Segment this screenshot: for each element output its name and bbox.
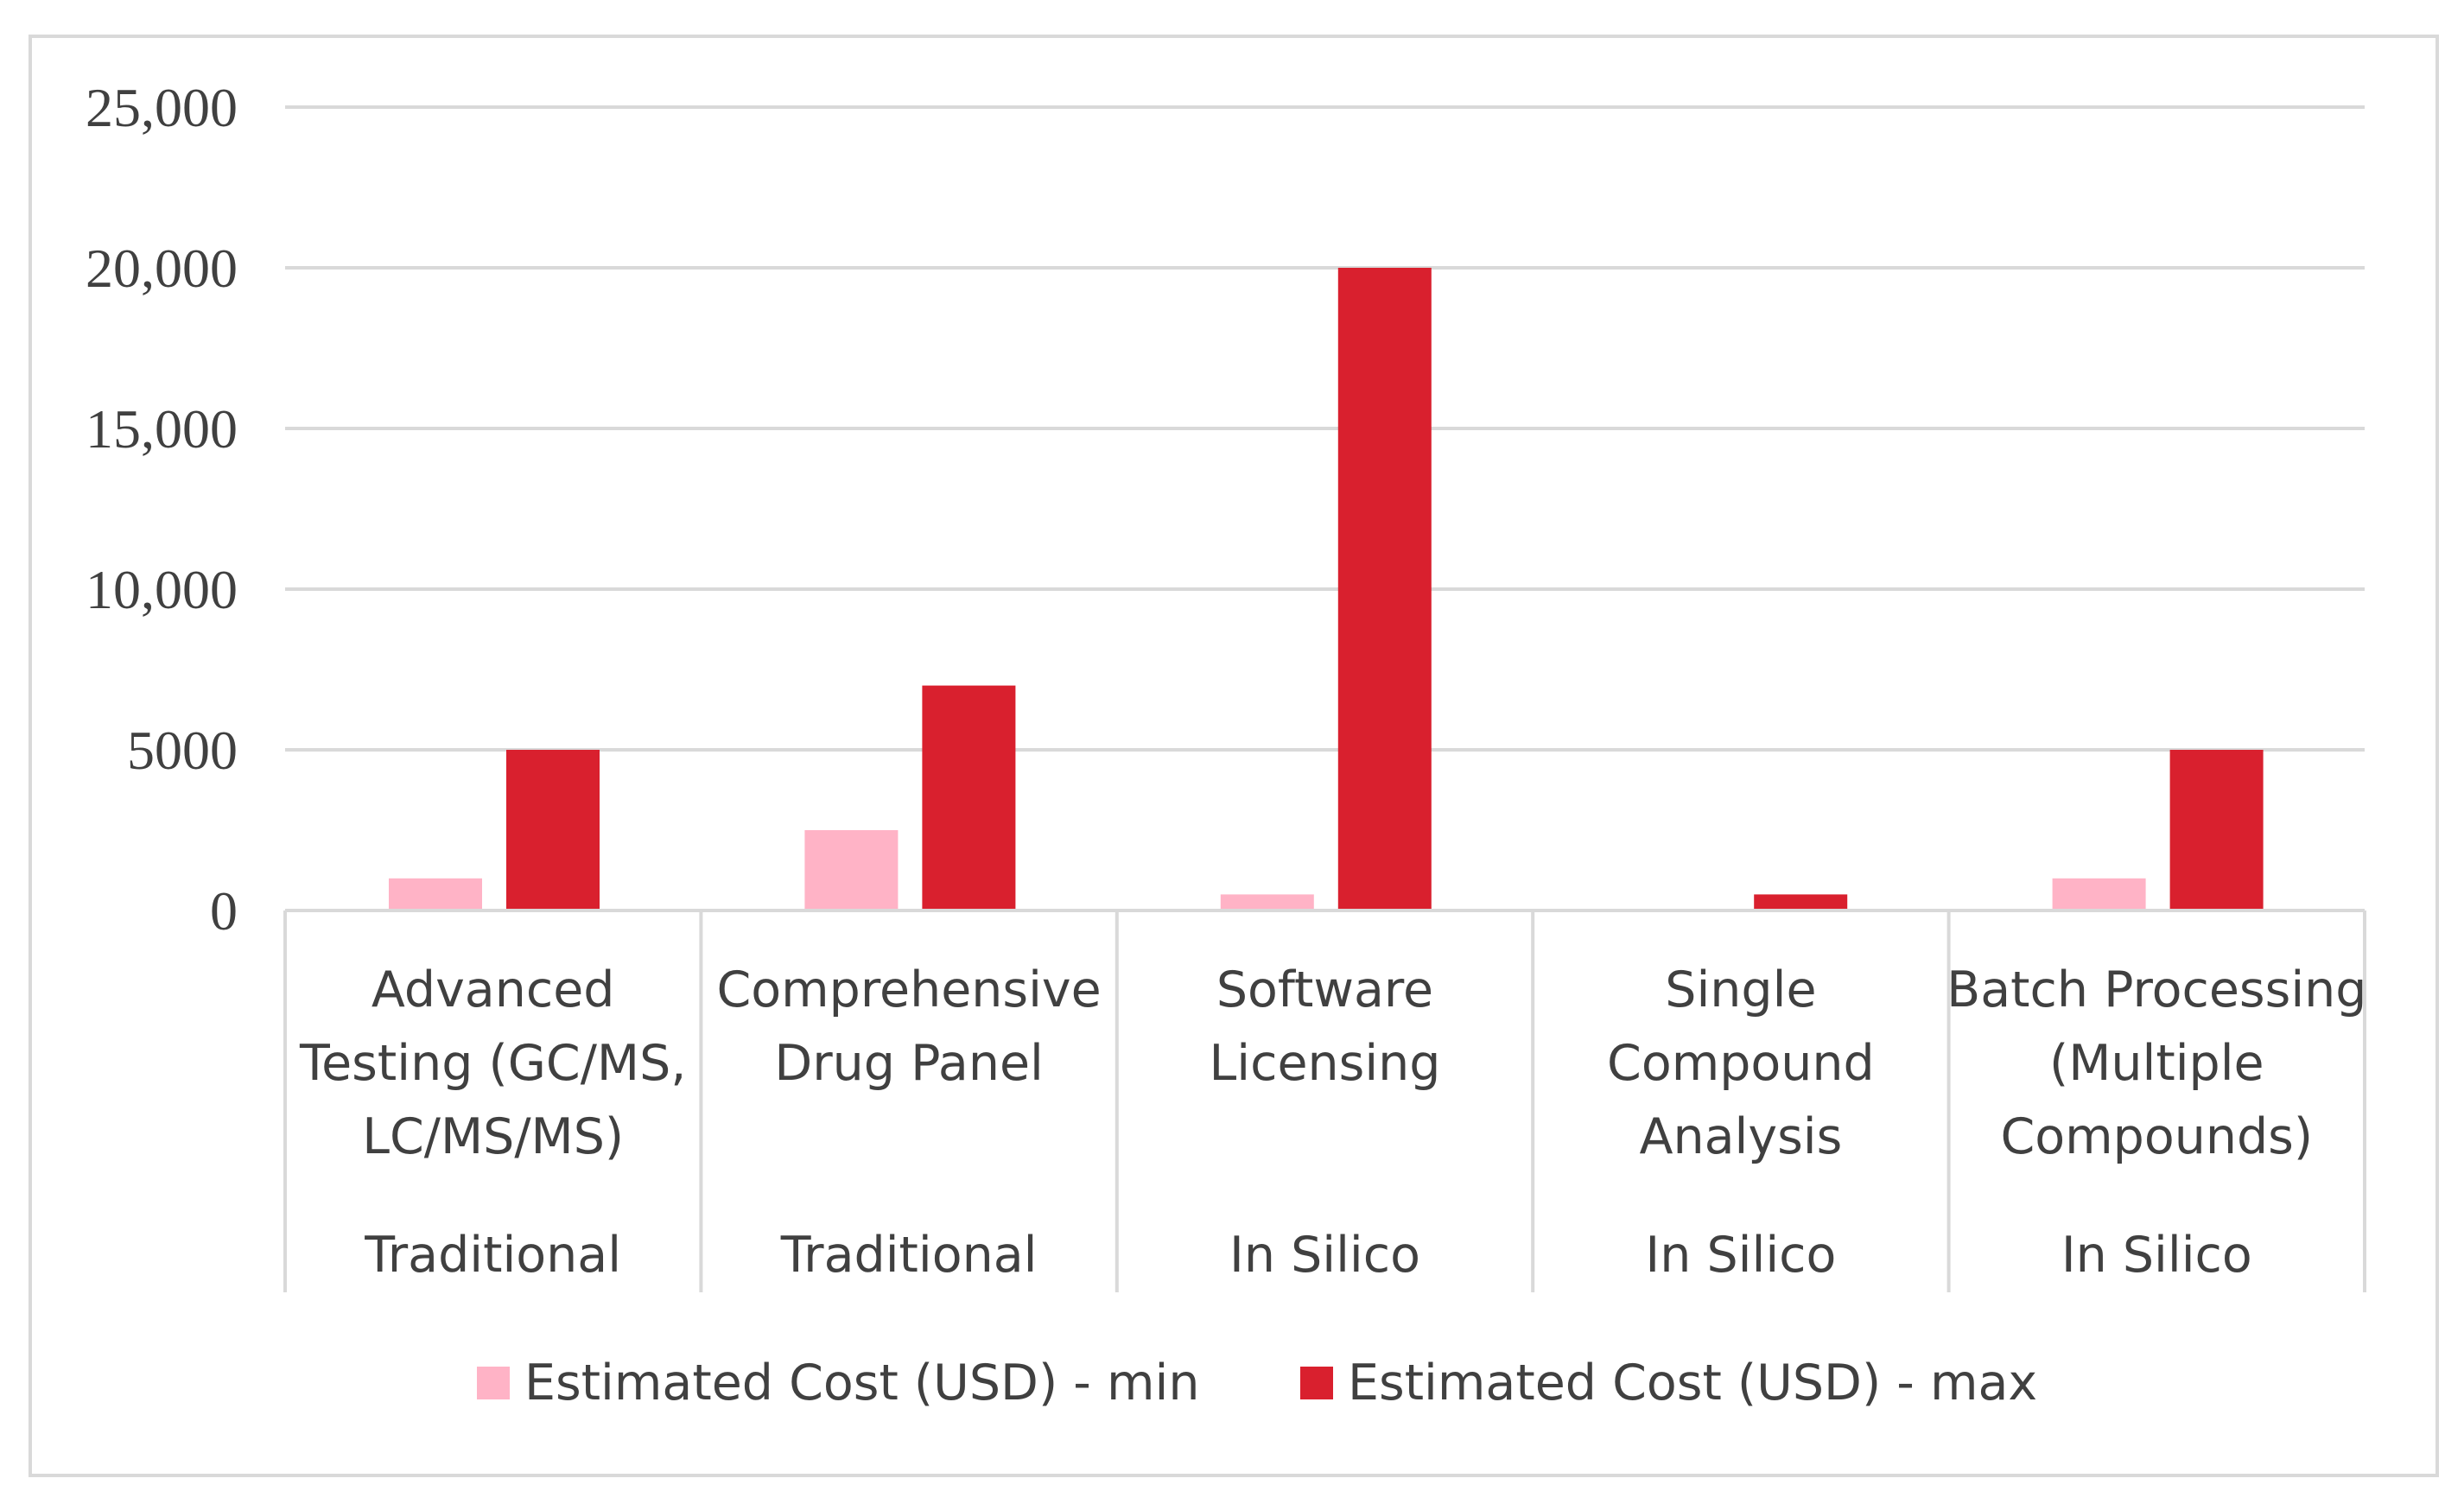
x-category-label: Drug Panel [774,1035,1044,1092]
bar-max [506,750,600,910]
gridlines [285,105,2365,752]
y-tick-label: 10,000 [86,559,238,620]
x-category-label: Batch Processing [1946,961,2366,1018]
y-tick-label: 25,000 [86,77,238,138]
legend-label: Estimated Cost (USD) - min [524,1355,1199,1412]
y-tick-label: 15,000 [86,398,238,460]
x-category-label: Single [1665,961,1816,1018]
legend-swatch [1300,1367,1333,1399]
x-category-label: Comprehensive [716,961,1101,1018]
bar-max [922,685,1016,910]
x-group-label: In Silico [1229,1227,1420,1284]
x-category-label: Software [1216,961,1433,1018]
y-tick-label: 20,000 [86,238,238,299]
x-group-label: In Silico [1645,1227,1836,1284]
legend-label: Estimated Cost (USD) - max [1348,1355,2037,1412]
x-category-label: Compounds) [2000,1108,2313,1165]
y-tick-label: 5000 [127,720,238,781]
x-group-label: Traditional [780,1227,1038,1284]
bar-max [1754,894,1848,910]
x-category-label: Analysis [1639,1108,1842,1165]
axes [283,909,2366,1292]
axis-labels: 0 5000 10,000 15,000 20,000 25,000 Advanced Tes… [86,77,2366,1284]
x-category-label: Testing (GC/MS, [299,1035,686,1092]
legend: Estimated Cost (USD) - min Estimated Cost… [477,1355,2037,1412]
bar-min [2052,878,2146,910]
x-group-label: In Silico [2061,1227,2252,1284]
legend-swatch [477,1367,510,1399]
x-category-label: Compound [1607,1035,1875,1092]
bar-max [2169,750,2264,910]
x-category-label: Licensing [1210,1035,1441,1092]
x-group-label: Traditional [364,1227,621,1284]
bars [389,268,2264,910]
x-category-label: LC/MS/MS) [362,1108,624,1165]
x-category-label: (Multiple [2049,1035,2264,1092]
bar-max [1337,268,1432,910]
bar-min [1220,894,1314,910]
y-tick-label: 0 [210,880,238,942]
x-category-label: Advanced [372,961,615,1018]
bar-min [389,878,482,910]
chart-frame [29,35,2439,1477]
bar-min [804,830,899,910]
